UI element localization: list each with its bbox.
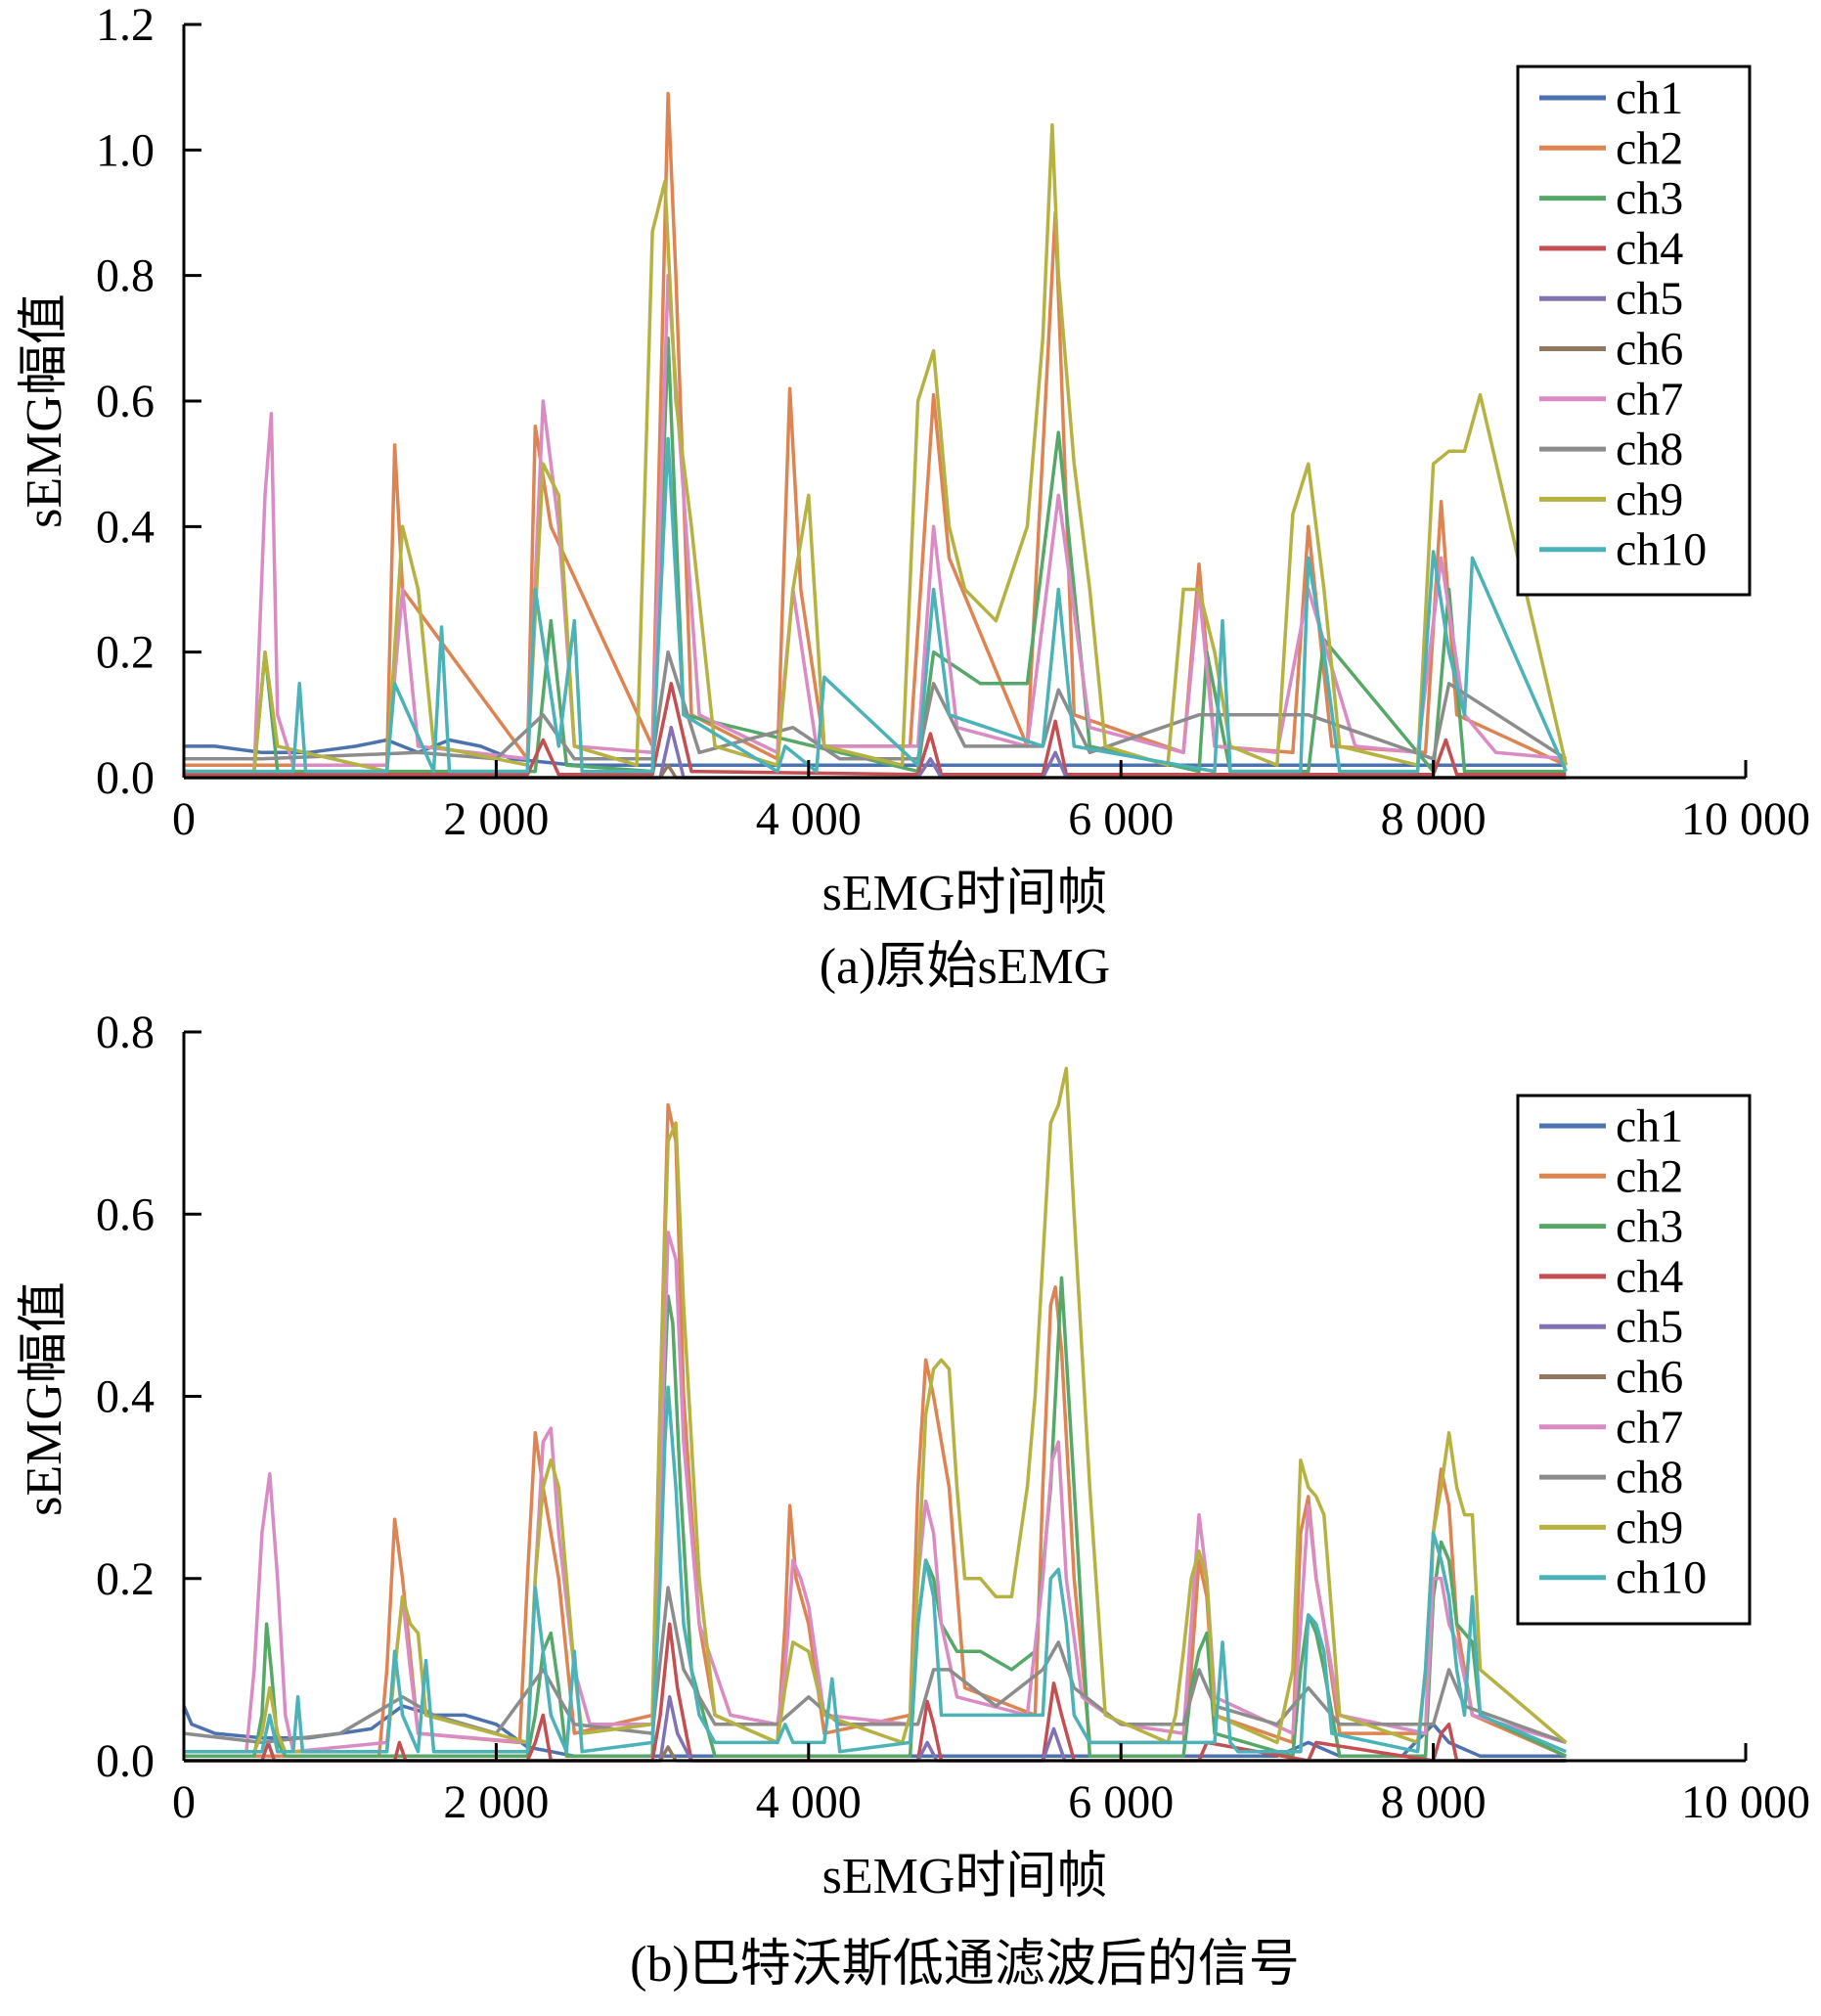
legend-label-ch7: ch7 xyxy=(1616,374,1683,426)
y-tick-label: 0.0 xyxy=(96,752,155,804)
series-line-ch10 xyxy=(184,436,1568,774)
chart-caption: (b)巴特沃斯低通滤波后的信号 xyxy=(630,1937,1300,1993)
y-tick-label: 0.6 xyxy=(96,376,155,427)
series-line-ch7 xyxy=(184,1231,1567,1754)
legend-label-ch6: ch6 xyxy=(1616,1352,1683,1404)
x-tick-label: 4 000 xyxy=(756,1776,862,1828)
x-tick-label: 10 000 xyxy=(1681,1776,1810,1828)
series-line-ch10 xyxy=(184,1385,1567,1754)
chart-0: 0 2 000 4 000 6 000 8 000 10 000 0.0 0.2 0.4 0.6 0… xyxy=(17,0,1810,995)
x-tick-label: 4 000 xyxy=(756,793,862,845)
legend-label-ch9: ch9 xyxy=(1616,1501,1683,1553)
x-axis-label: sEMG时间帧 xyxy=(822,866,1108,921)
legend-label-ch7: ch7 xyxy=(1616,1402,1683,1454)
x-axis-label: sEMG时间帧 xyxy=(822,1849,1108,1904)
y-tick-label: 0.2 xyxy=(96,1553,155,1605)
y-tick-label: 0.2 xyxy=(96,627,155,679)
y-tick-label: 1.2 xyxy=(96,0,155,51)
x-tick-label: 6 000 xyxy=(1068,1776,1174,1828)
y-tick-label: 0.4 xyxy=(96,1371,155,1423)
x-tick-label: 2 000 xyxy=(443,793,549,845)
series-line-ch8 xyxy=(183,1586,1567,1745)
legend-label-ch4: ch4 xyxy=(1616,223,1683,275)
legend-label-ch10: ch10 xyxy=(1616,1552,1707,1604)
x-tick-label: 0 xyxy=(172,793,196,845)
legend-label-ch2: ch2 xyxy=(1616,1150,1683,1202)
legend-label-ch5: ch5 xyxy=(1616,273,1683,325)
chart-caption: (a)原始sEMG xyxy=(820,939,1111,995)
legend-label-ch10: ch10 xyxy=(1616,524,1707,576)
series-group xyxy=(184,91,1569,780)
legend-label-ch6: ch6 xyxy=(1616,324,1683,376)
x-tick-label: 8 000 xyxy=(1381,793,1487,845)
x-tick-label: 8 000 xyxy=(1381,1776,1487,1828)
y-tick-label: 0.8 xyxy=(96,1007,155,1058)
legend-label-ch1: ch1 xyxy=(1616,1100,1683,1152)
legend-label-ch3: ch3 xyxy=(1616,173,1683,225)
y-axis-label: sEMG幅值 xyxy=(17,293,72,528)
y-tick-label: 1.0 xyxy=(96,124,155,176)
x-tick-label: 2 000 xyxy=(443,1776,549,1828)
y-tick-label: 0.8 xyxy=(96,250,155,302)
y-tick-label: 0.6 xyxy=(96,1188,155,1240)
chart-1: 0 2 000 4 000 6 000 8 000 10 000 0.0 0.2 0.4 0.6 0… xyxy=(17,1007,1810,1993)
x-tick-label: 10 000 xyxy=(1681,793,1810,845)
legend-label-ch3: ch3 xyxy=(1616,1201,1683,1253)
legend-label-ch1: ch1 xyxy=(1616,72,1683,124)
series-line-ch7 xyxy=(184,273,1567,774)
legend-label-ch8: ch8 xyxy=(1616,424,1683,475)
series-line-ch5 xyxy=(184,1695,1567,1763)
y-tick-label: 0.4 xyxy=(96,501,155,553)
legend-label-ch9: ch9 xyxy=(1616,473,1683,525)
x-tick-label: 0 xyxy=(172,1776,196,1828)
y-axis-label: sEMG幅值 xyxy=(17,1281,72,1516)
legend-label-ch8: ch8 xyxy=(1616,1452,1683,1503)
series-group xyxy=(182,1066,1568,1763)
series-line-ch4 xyxy=(184,682,1567,777)
legend-box xyxy=(1516,65,1752,597)
series-line-ch5 xyxy=(184,725,1567,780)
y-tick-label: 0.0 xyxy=(96,1735,155,1787)
legend-label-ch4: ch4 xyxy=(1616,1251,1683,1303)
x-tick-label: 6 000 xyxy=(1068,793,1174,845)
legend-label-ch2: ch2 xyxy=(1616,122,1683,174)
legend-label-ch5: ch5 xyxy=(1616,1301,1683,1353)
legend-box xyxy=(1516,1094,1752,1626)
